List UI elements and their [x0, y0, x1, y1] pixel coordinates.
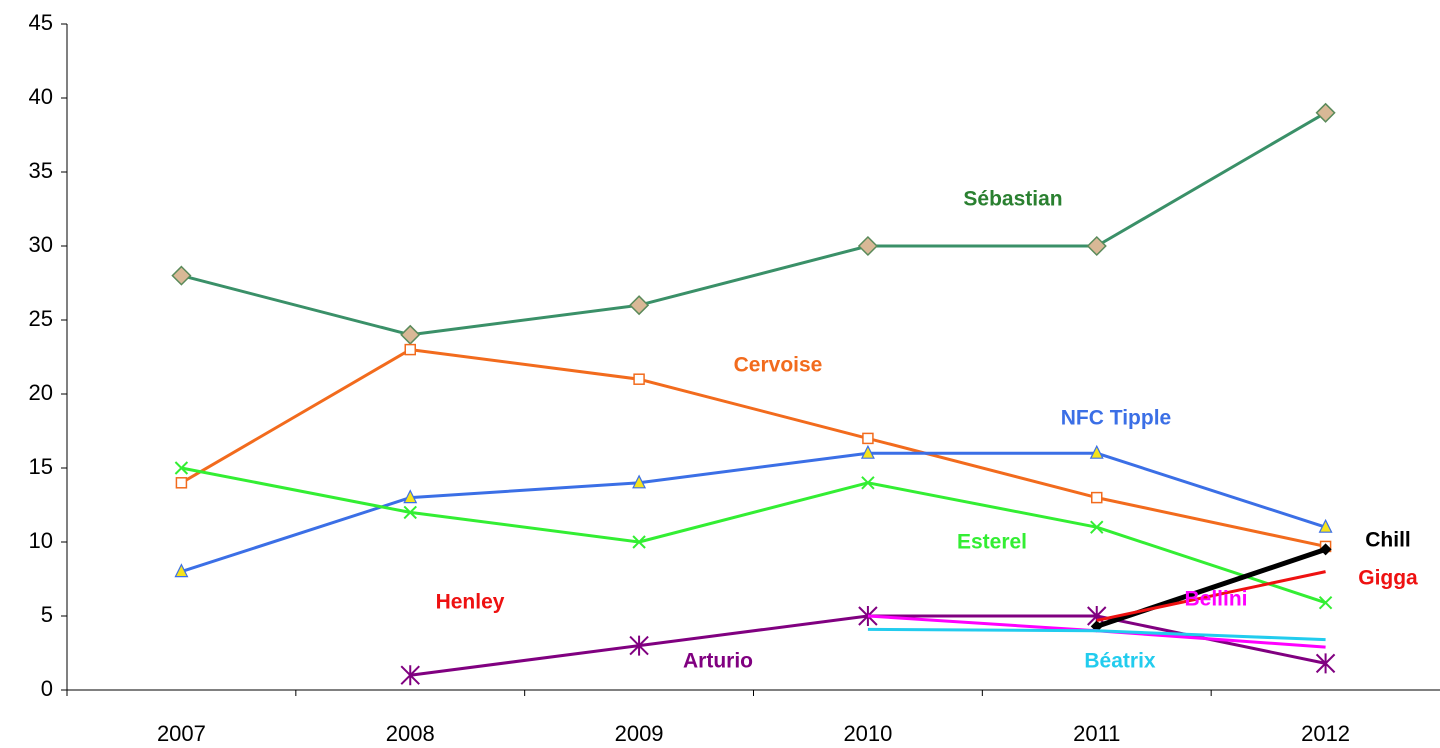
marker: [629, 635, 649, 656]
x-tick-label: 2012: [1301, 721, 1350, 746]
series-label: Chill: [1365, 529, 1411, 552]
marker: [1091, 491, 1103, 504]
marker: [632, 535, 646, 549]
x-tick-label: 2008: [386, 721, 435, 746]
y-tick-label: 30: [29, 232, 53, 257]
series-line: [180, 451, 1327, 574]
marker: [862, 432, 874, 445]
marker: [1315, 102, 1336, 123]
marker: [1318, 518, 1333, 533]
x-tick-label: 2010: [843, 721, 892, 746]
marker: [174, 563, 189, 578]
series-label: Gigga: [1358, 567, 1418, 590]
series-label: Bellini: [1184, 588, 1247, 611]
series-line: [867, 627, 1326, 642]
series-line: [181, 111, 1327, 337]
marker: [404, 343, 416, 356]
marker: [1315, 653, 1336, 674]
series-line: [1096, 570, 1326, 622]
marker: [403, 489, 418, 504]
x-tick-label: 2011: [1073, 721, 1120, 746]
marker: [1086, 235, 1107, 257]
marker: [632, 474, 647, 489]
series-label: Sébastian: [963, 188, 1062, 211]
marker: [403, 505, 417, 520]
y-tick-label: 45: [29, 10, 53, 35]
series-label: Esterel: [957, 531, 1027, 554]
y-tick-label: 35: [29, 158, 53, 183]
y-tick-label: 0: [41, 676, 53, 701]
marker: [1319, 543, 1332, 556]
marker: [174, 461, 189, 475]
x-tick-label: 2009: [615, 721, 664, 746]
y-tick-label: 40: [29, 84, 53, 109]
marker: [633, 373, 645, 385]
marker: [400, 324, 421, 345]
marker: [1089, 444, 1104, 459]
marker: [857, 235, 878, 257]
x-tick-label: 2007: [157, 721, 206, 746]
marker: [860, 444, 875, 459]
y-tick-label: 20: [29, 380, 53, 405]
marker: [629, 295, 650, 316]
series-label: Béatrix: [1084, 650, 1156, 673]
series-line: [180, 348, 1326, 548]
marker: [400, 665, 420, 686]
series-label: Henley: [436, 591, 505, 614]
y-tick-label: 10: [29, 528, 53, 553]
y-tick-label: 15: [29, 454, 53, 479]
series-label: NFC Tipple: [1061, 407, 1171, 430]
marker: [1318, 595, 1333, 610]
marker: [861, 476, 875, 490]
marker: [171, 265, 192, 286]
y-tick-label: 25: [29, 306, 53, 331]
series-label: Cervoise: [734, 354, 823, 377]
marker: [175, 477, 188, 489]
series-label: Arturio: [683, 650, 753, 673]
series-line: [181, 466, 1327, 605]
y-tick-label: 5: [41, 602, 53, 627]
marker: [1090, 520, 1104, 534]
